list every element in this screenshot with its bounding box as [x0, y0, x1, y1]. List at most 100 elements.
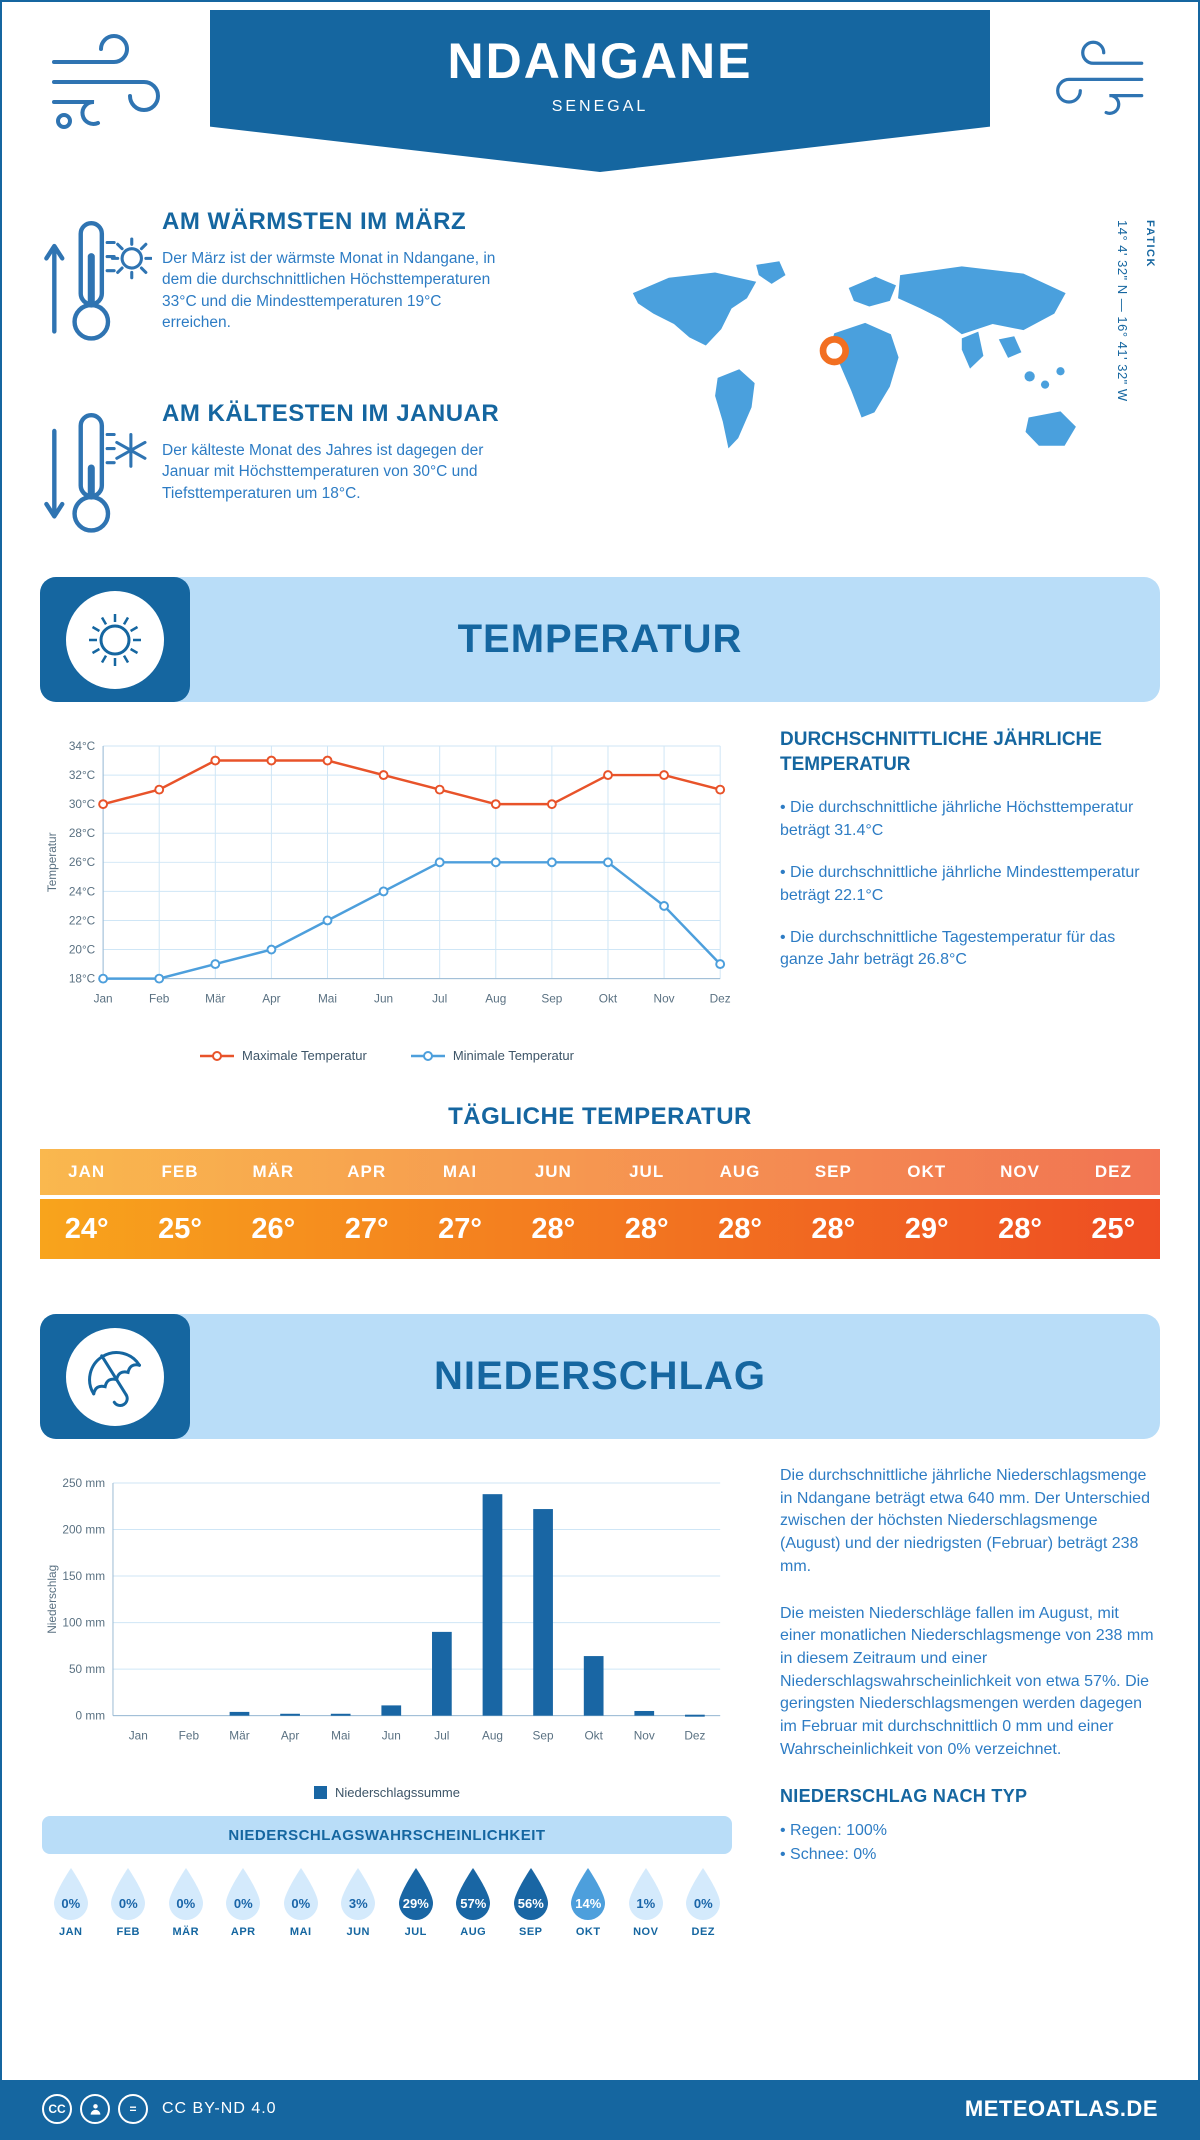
intro-text-column: AM WÄRMSTEN IM MÄRZ Der März ist der wär… [42, 208, 602, 553]
wind-icon [1048, 32, 1153, 122]
precipitation-paragraph: Die durchschnittliche jährliche Niedersc… [780, 1467, 1150, 1575]
precipitation-legend: Niederschlagssumme [42, 1785, 732, 1800]
svg-text:Mai: Mai [331, 1728, 350, 1742]
cc-license-icons: CC = [42, 2094, 148, 2124]
cc-icon: CC [42, 2094, 72, 2124]
annual-temperature-heading: DURCHSCHNITTLICHE JÄHRLICHE TEMPERATUR [780, 729, 1102, 775]
svg-text:Jun: Jun [382, 1728, 401, 1742]
temp-cell: 28° [811, 1212, 856, 1245]
brand-logo: METEOATLAS.DE [964, 2096, 1158, 2121]
title-banner: NDANGANE SENEGAL [210, 10, 990, 172]
svg-text:200 mm: 200 mm [62, 1522, 105, 1536]
page-title: NDANGANE [447, 33, 753, 89]
droplet-month-label: FEB [116, 1926, 140, 1938]
svg-text:Jul: Jul [434, 1728, 449, 1742]
header: NDANGANE SENEGAL [2, 2, 1198, 182]
intro-section: AM WÄRMSTEN IM MÄRZ Der März ist der wär… [2, 182, 1198, 565]
month-cell: FEB [161, 1162, 199, 1181]
coordinates-label: 14° 4' 32" N — 16° 41' 32" W [1115, 220, 1130, 402]
svg-text:26°C: 26°C [69, 855, 96, 869]
temp-cell: 24° [64, 1212, 109, 1245]
month-cell: NOV [1000, 1162, 1040, 1181]
month-cell: SEP [814, 1162, 852, 1181]
probability-droplet: 0% DEZ [675, 1866, 733, 1938]
svg-text:Mai: Mai [318, 991, 337, 1005]
probability-droplet: 0% MÄR [157, 1866, 215, 1938]
wind-icon [40, 24, 170, 134]
droplet-icon: 0% [682, 1866, 724, 1920]
coldest-month-content: AM KÄLTESTEN IM JANUAR Der kälteste Mona… [162, 400, 507, 550]
temp-cell: 28° [531, 1212, 576, 1245]
map-area: FATICK 14° 4' 32" N — 16° 41' 32" W [602, 208, 1158, 553]
droplet-month-label: AUG [460, 1926, 487, 1938]
footer: CC = CC BY-ND 4.0 METEOATLAS.DE [2, 2080, 1198, 2138]
svg-text:50 mm: 50 mm [69, 1662, 105, 1676]
droplet-icon: 0% [107, 1866, 149, 1920]
probability-droplet: 56% SEP [502, 1866, 560, 1938]
probability-droplet: 29% JUL [387, 1866, 445, 1938]
droplet-icon: 0% [50, 1866, 92, 1920]
location-marker [819, 336, 849, 366]
droplet-month-label: DEZ [691, 1926, 715, 1938]
temp-cell: 25° [1091, 1212, 1136, 1245]
svg-text:Mär: Mär [229, 1728, 249, 1742]
banner-icon-box [40, 577, 190, 702]
droplet-icon: 0% [222, 1866, 264, 1920]
svg-text:32°C: 32°C [69, 768, 96, 782]
svg-text:24°C: 24°C [69, 884, 96, 898]
svg-text:Jan: Jan [94, 991, 113, 1005]
daily-temps-row: 24° 25° 26° 27° 27° 28° 28° 28° 28° 29° 28° 25° [40, 1199, 1160, 1259]
temp-cell: 28° [624, 1212, 669, 1245]
svg-text:20°C: 20°C [69, 942, 96, 956]
daily-temperature-heading: TÄGLICHE TEMPERATUR [448, 1103, 752, 1130]
annual-temperature-bullet: • Die durchschnittliche Tagestemperatur … [780, 928, 1116, 969]
month-cell: JUN [534, 1162, 572, 1181]
svg-text:Sep: Sep [533, 1728, 554, 1742]
precipitation-section-banner: NIEDERSCHLAG [40, 1314, 1160, 1439]
svg-text:100 mm: 100 mm [62, 1616, 105, 1630]
page-subtitle: SENEGAL [551, 98, 649, 115]
svg-text:Niederschlag: Niederschlag [45, 1565, 59, 1634]
probability-droplet: 0% FEB [100, 1866, 158, 1938]
world-map [632, 261, 1076, 449]
svg-text:Okt: Okt [599, 991, 618, 1005]
svg-text:Dez: Dez [710, 991, 731, 1005]
region-label: FATICK [1144, 220, 1156, 268]
probability-droplet: 0% APR [215, 1866, 273, 1938]
umbrella-icon [66, 1327, 164, 1426]
thermometer-warm-icon [42, 208, 162, 358]
droplet-icon: 1% [625, 1866, 667, 1920]
month-cell: JAN [68, 1162, 106, 1181]
droplet-icon: 3% [337, 1866, 379, 1920]
cc-by-icon [80, 2094, 110, 2124]
svg-text:Jan: Jan [129, 1728, 148, 1742]
droplet-icon: 14% [567, 1866, 609, 1920]
svg-text:30°C: 30°C [69, 797, 96, 811]
precipitation-type-bullet: • Schnee: 0% [780, 1845, 877, 1863]
daily-temperature-table: JAN FEB MÄR APR MAI JUN JUL AUG SEP OKT NOV DEZ 24°… [40, 1149, 1160, 1259]
probability-droplet: 1% NOV [617, 1866, 675, 1938]
coldest-month-text: Der kälteste Monat des Jahres ist dagege… [162, 442, 484, 502]
month-cell: DEZ [1094, 1162, 1132, 1181]
precipitation-type-heading: NIEDERSCHLAG NACH TYP [780, 1785, 1028, 1806]
svg-text:250 mm: 250 mm [62, 1476, 105, 1490]
coldest-month-block: AM KÄLTESTEN IM JANUAR Der kälteste Mona… [42, 400, 602, 550]
svg-text:Aug: Aug [485, 991, 506, 1005]
droplet-month-label: JUN [346, 1926, 370, 1938]
warmest-month-block: AM WÄRMSTEN IM MÄRZ Der März ist der wär… [42, 208, 602, 358]
month-cell: OKT [907, 1162, 947, 1181]
svg-text:Aug: Aug [482, 1728, 503, 1742]
temp-cell: 29° [904, 1212, 949, 1245]
svg-text:0 mm: 0 mm [76, 1709, 106, 1723]
temp-cell: 27° [344, 1212, 389, 1245]
thermometer-cold-icon [42, 400, 162, 550]
cc-nd-icon: = [118, 2094, 148, 2124]
svg-text:Feb: Feb [149, 991, 170, 1005]
sun-icon [66, 590, 164, 689]
warmest-month-heading: AM WÄRMSTEN IM MÄRZ [162, 208, 467, 235]
temp-cell: 28° [998, 1212, 1042, 1245]
droplet-month-label: JUL [404, 1926, 427, 1938]
probability-droplet: 0% JAN [42, 1866, 100, 1938]
probability-droplet: 57% AUG [445, 1866, 503, 1938]
